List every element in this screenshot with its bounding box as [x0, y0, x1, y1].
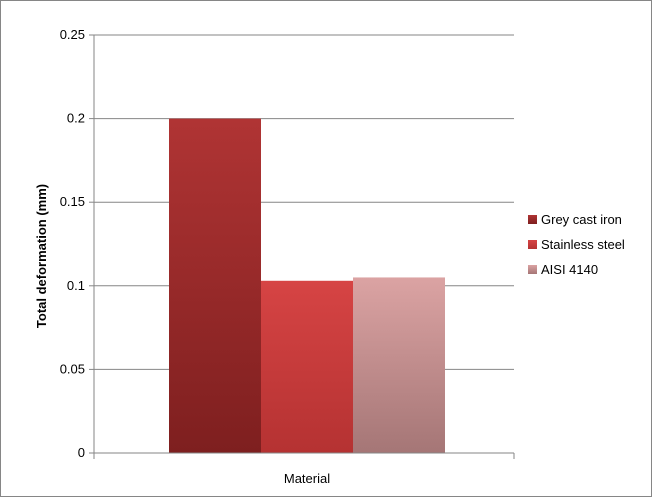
y-tick-label: 0.15	[60, 194, 85, 209]
bar-grey-cast-iron	[169, 118, 261, 453]
y-axis-title: Total deformation (mm)	[34, 184, 49, 328]
legend-swatch	[528, 240, 537, 249]
bars	[169, 118, 445, 453]
y-tick-label: 0.05	[60, 361, 85, 376]
bar-stainless-steel	[261, 280, 353, 453]
y-tick-label: 0.1	[67, 278, 85, 293]
legend-label: AISI 4140	[541, 262, 598, 277]
legend-label: Grey cast iron	[541, 212, 622, 227]
x-category-label: Material	[284, 471, 330, 486]
axes	[89, 34, 515, 459]
y-tick-label: 0	[78, 445, 85, 460]
y-tick-labels: 0 0.05 0.1 0.15 0.2 0.25	[60, 27, 85, 460]
legend-label: Stainless steel	[541, 237, 625, 252]
legend-swatch	[528, 215, 537, 224]
legend-swatch	[528, 265, 537, 274]
legend: Grey cast iron Stainless steel AISI 4140	[528, 212, 625, 277]
bar-aisi-4140	[353, 277, 445, 453]
y-tick-label: 0.25	[60, 27, 85, 42]
y-tick-label: 0.2	[67, 111, 85, 126]
